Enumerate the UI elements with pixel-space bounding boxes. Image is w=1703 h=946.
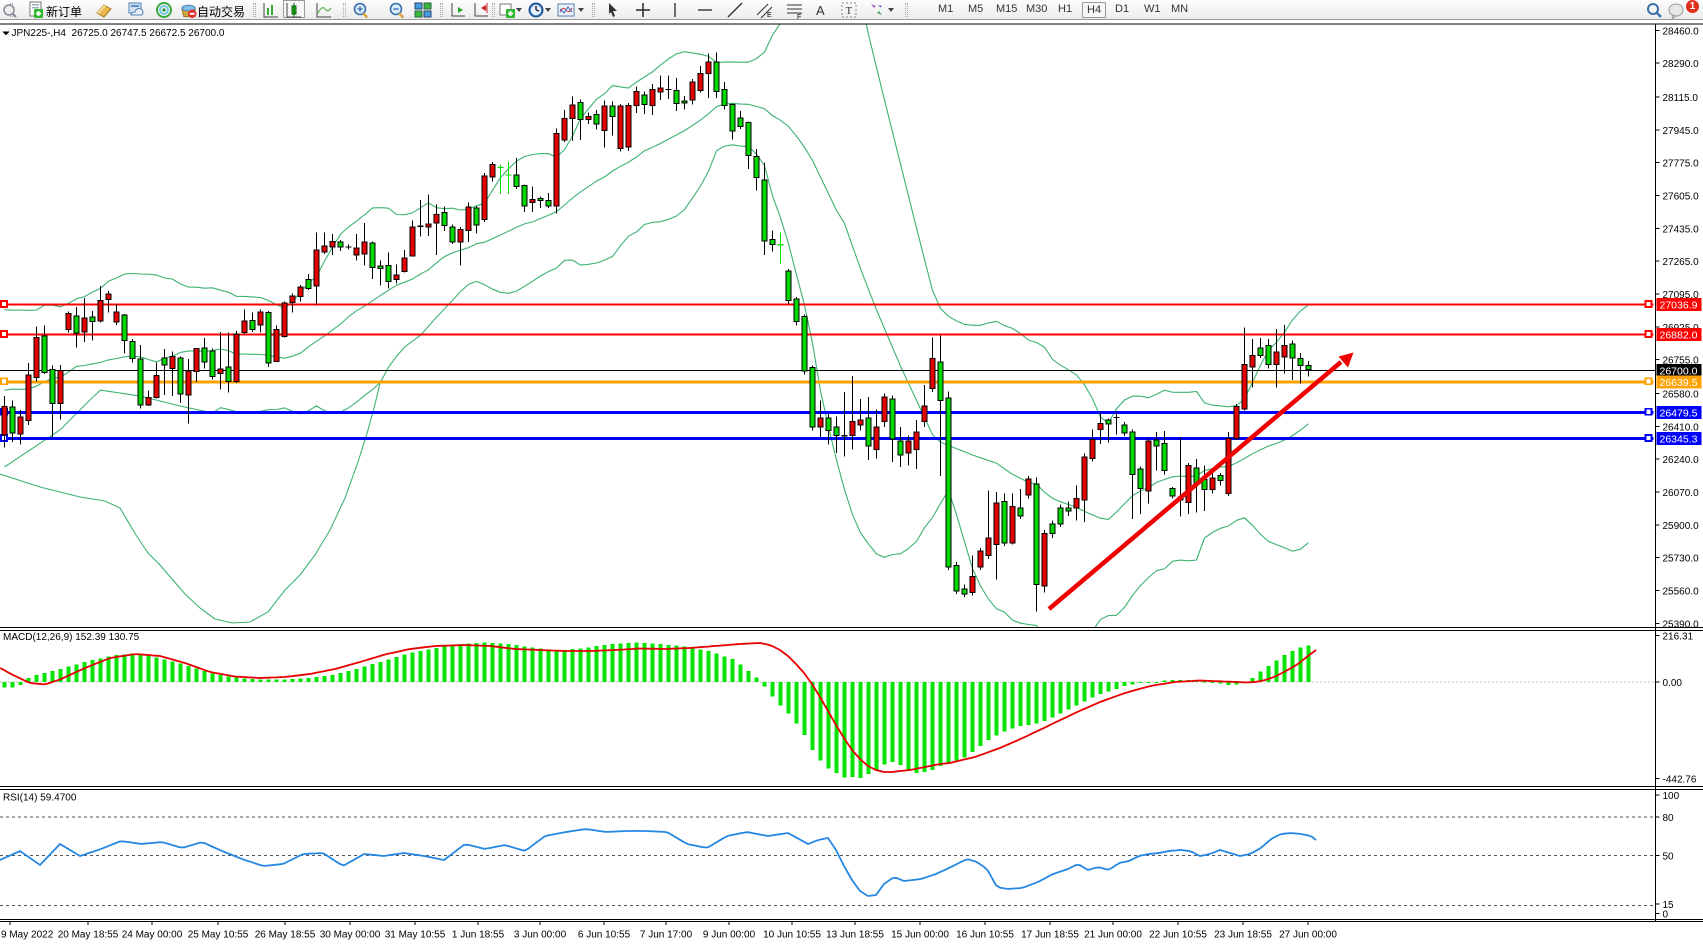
svg-text:100: 100 [1663,791,1680,802]
svg-text:T: T [846,5,853,17]
svg-text:0.00: 0.00 [1663,678,1683,689]
svg-text:27605.0: 27605.0 [1663,192,1700,203]
svg-text:15 Jun 00:00: 15 Jun 00:00 [891,930,949,941]
svg-text:26755.0: 26755.0 [1663,356,1700,367]
svg-text:27435.0: 27435.0 [1663,224,1700,235]
svg-text:0: 0 [1663,910,1669,921]
svg-text:7 Jun 17:00: 7 Jun 17:00 [640,930,693,941]
svg-text:F: F [797,14,801,19]
svg-text:25390.0: 25390.0 [1663,619,1700,630]
svg-text:17 Jun 18:55: 17 Jun 18:55 [1021,930,1079,941]
svg-text:25730.0: 25730.0 [1663,554,1700,565]
svg-text:27945.0: 27945.0 [1663,126,1700,137]
svg-text:25 May 10:55: 25 May 10:55 [188,930,249,941]
svg-text:3 Jun 00:00: 3 Jun 00:00 [514,930,567,941]
svg-text:27 Jun 00:00: 27 Jun 00:00 [1279,930,1337,941]
svg-text:26240.0: 26240.0 [1663,455,1700,466]
svg-text:26882.0: 26882.0 [1660,330,1698,342]
svg-text:22 Jun 10:55: 22 Jun 10:55 [1149,930,1207,941]
svg-text:26639.5: 26639.5 [1660,377,1698,389]
svg-text:10 Jun 10:55: 10 Jun 10:55 [763,930,821,941]
svg-text:28115.0: 28115.0 [1663,93,1699,104]
svg-text:26479.5: 26479.5 [1660,407,1698,419]
svg-text:80: 80 [1663,813,1675,824]
svg-text:26410.0: 26410.0 [1663,422,1700,433]
svg-text:RSI(14) 59.4700: RSI(14) 59.4700 [3,793,77,804]
svg-text:9 Jun 00:00: 9 Jun 00:00 [703,930,756,941]
svg-text:26700.0: 26700.0 [1660,365,1698,377]
svg-text:31 May 10:55: 31 May 10:55 [385,930,446,941]
svg-text:15: 15 [1663,900,1675,911]
svg-text:26580.0: 26580.0 [1663,390,1700,401]
svg-text:28460.0: 28460.0 [1663,26,1700,37]
svg-text:50: 50 [1663,851,1675,862]
svg-text:25560.0: 25560.0 [1663,587,1700,598]
svg-text:20 May 18:55: 20 May 18:55 [58,930,119,941]
svg-text:16 Jun 10:55: 16 Jun 10:55 [956,930,1014,941]
svg-text:9 May 2022: 9 May 2022 [1,930,54,941]
svg-text:E: E [767,12,772,19]
svg-text:1 Jun 18:55: 1 Jun 18:55 [452,930,505,941]
svg-text:23 Jun 18:55: 23 Jun 18:55 [1214,930,1272,941]
svg-text:6 Jun 10:55: 6 Jun 10:55 [578,930,631,941]
svg-text:26070.0: 26070.0 [1663,488,1700,499]
svg-text:MACD(12,26,9) 152.39 130.75: MACD(12,26,9) 152.39 130.75 [3,632,140,643]
svg-text:28290.0: 28290.0 [1663,59,1700,70]
svg-text:26345.3: 26345.3 [1660,434,1698,446]
svg-text:27036.9: 27036.9 [1660,300,1698,312]
svg-text:26 May 18:55: 26 May 18:55 [255,930,316,941]
svg-text:27775.0: 27775.0 [1663,159,1700,170]
svg-text:-442.76: -442.76 [1663,775,1697,786]
svg-text:21 Jun 00:00: 21 Jun 00:00 [1084,930,1142,941]
svg-text:27095.0: 27095.0 [1663,290,1700,301]
svg-text:216.31: 216.31 [1663,632,1694,643]
svg-text:25900.0: 25900.0 [1663,521,1700,532]
svg-text:JPN225-,H4 26725.0 26747.5 26: JPN225-,H4 26725.0 26747.5 26672.5 26700… [12,28,225,39]
svg-text:13 Jun 18:55: 13 Jun 18:55 [826,930,884,941]
svg-text:27265.0: 27265.0 [1663,257,1700,268]
svg-text:30 May 00:00: 30 May 00:00 [320,930,381,941]
svg-text:24 May 00:00: 24 May 00:00 [122,930,183,941]
